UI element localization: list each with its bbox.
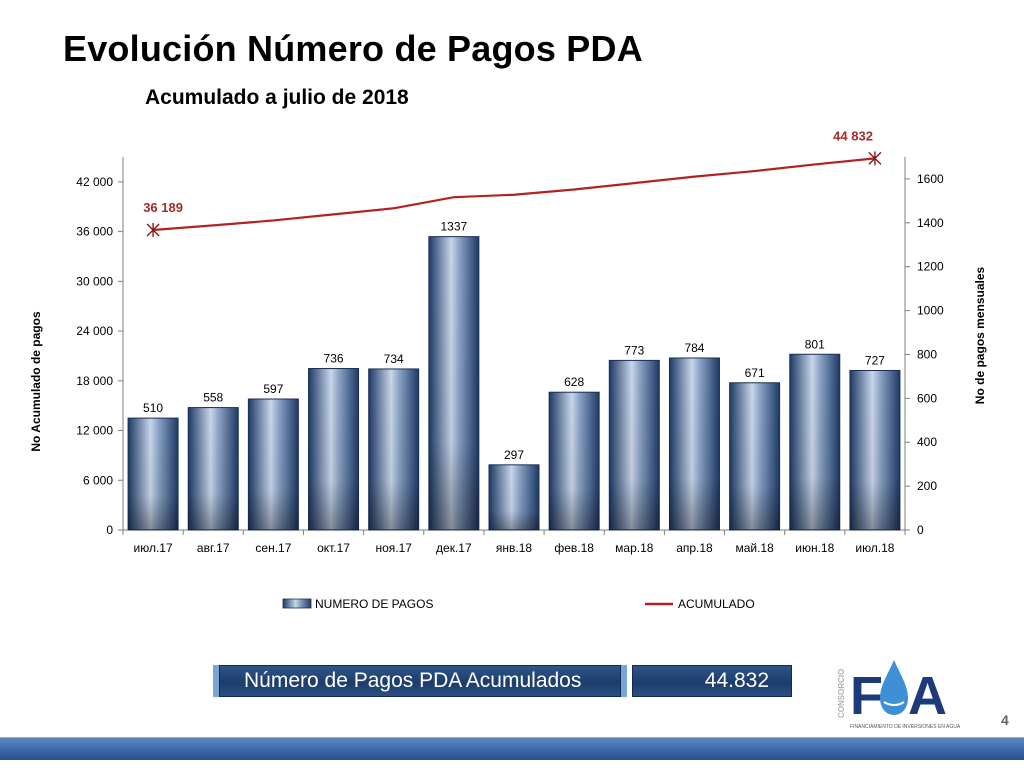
bar-data-label: 597 [263, 382, 283, 396]
x-tick-label: мар.18 [615, 541, 654, 555]
x-tick-label: янв.18 [496, 541, 533, 555]
right-axis-title: No de pagos mensuales [973, 266, 987, 404]
bar-data-label: 784 [684, 341, 704, 355]
right-tick-label: 800 [917, 347, 937, 361]
x-tick-label: сен.17 [255, 541, 291, 555]
summary-edge [621, 665, 627, 697]
cumulative-line [152, 157, 876, 232]
summary-label: Número de Pagos PDA Acumulados [219, 665, 621, 697]
bar-shade [248, 399, 299, 530]
logo-brand-a: A [908, 666, 947, 726]
x-tick-label: июл.17 [134, 541, 173, 555]
right-tick-label: 600 [917, 391, 937, 405]
left-tick-label: 18 000 [76, 374, 113, 388]
bar-data-label: 628 [564, 375, 584, 389]
bar-shade [188, 407, 239, 530]
right-tick-label: 400 [917, 435, 937, 449]
x-tick-label: окт.17 [317, 541, 350, 555]
payments-chart: 0 6 000 12 000 18 000 24 000 30 000 36 000 42 0… [29, 128, 987, 611]
bar-data-label: 510 [143, 401, 163, 415]
x-tick-label: авг.17 [197, 541, 230, 555]
bar-shade [669, 357, 720, 530]
x-tick-label: фев.18 [554, 541, 594, 555]
line-data-label: 44 832 [833, 128, 873, 143]
x-tick-label: май.18 [735, 541, 774, 555]
bar-data-label: 1337 [440, 220, 467, 234]
bar-shade [368, 368, 419, 530]
bar-data-label: 773 [624, 343, 644, 357]
legend-bar-label: NUMERO DE PAGOS [315, 597, 433, 611]
logo-side-text: CONSORCIO [837, 669, 846, 718]
page-number: 4 [1001, 712, 1009, 728]
right-tick-label: 1400 [917, 216, 944, 230]
right-tick-label: 1000 [917, 304, 944, 318]
footer-bar [0, 737, 1024, 760]
summary-box: Número de Pagos PDA Acumulados 44.832 [213, 665, 792, 697]
bar-data-label: 734 [384, 352, 404, 366]
bar-data-label: 801 [805, 337, 825, 351]
bar-data-label: 727 [865, 353, 885, 367]
summary-edge [213, 665, 219, 697]
left-tick-label: 0 [106, 523, 113, 537]
left-tick-label: 30 000 [76, 274, 113, 288]
x-tick-label: июл.18 [855, 541, 894, 555]
right-tick-label: 1200 [917, 260, 944, 274]
left-tick-label: 6 000 [83, 473, 113, 487]
summary-value: 44.832 [632, 665, 792, 697]
company-logo: CONSORCIO F A FINANCIAMIENTO DE INVERSIO… [837, 660, 961, 730]
x-tick-label: ноя.17 [375, 541, 412, 555]
line-marker [146, 223, 160, 238]
logo-tagline: FINANCIAMIENTO DE INVERSIONES EN AGUA [850, 724, 961, 730]
bar-shade [849, 370, 900, 530]
page-title: Evolución Número de Pagos PDA [63, 28, 643, 69]
bar-shade [308, 368, 359, 530]
left-tick-label: 36 000 [76, 225, 113, 239]
page-subtitle: Acumulado a julio de 2018 [145, 86, 409, 109]
x-tick-label: дек.17 [436, 541, 472, 555]
bar-shade [789, 354, 840, 530]
left-tick-label: 24 000 [76, 324, 113, 338]
bar-shade [609, 360, 660, 530]
bar-shade [549, 392, 600, 530]
left-axis-title: No Acumulado de pagos [29, 311, 43, 452]
legend-line-label: ACUMULADO [678, 597, 755, 611]
bar-shade [729, 382, 780, 530]
left-tick-label: 12 000 [76, 424, 113, 438]
right-tick-label: 1600 [917, 172, 944, 186]
line-marker [868, 151, 882, 166]
x-tick-label: апр.18 [676, 541, 713, 555]
logo-brand: F [850, 666, 883, 726]
line-data-label: 36 189 [143, 200, 183, 215]
bar-data-label: 558 [203, 391, 223, 405]
right-tick-label: 0 [917, 523, 924, 537]
bar-shade [128, 418, 179, 530]
bar-shade [428, 236, 479, 530]
bar-data-label: 736 [324, 352, 344, 366]
water-drop-icon [880, 660, 908, 715]
legend-bar-swatch [282, 598, 312, 609]
bar-data-label: 671 [745, 366, 765, 380]
bar-data-label: 297 [504, 448, 524, 462]
x-tick-label: июн.18 [795, 541, 834, 555]
left-tick-label: 42 000 [76, 175, 113, 189]
right-tick-label: 200 [917, 479, 937, 493]
bar-shade [489, 464, 539, 530]
